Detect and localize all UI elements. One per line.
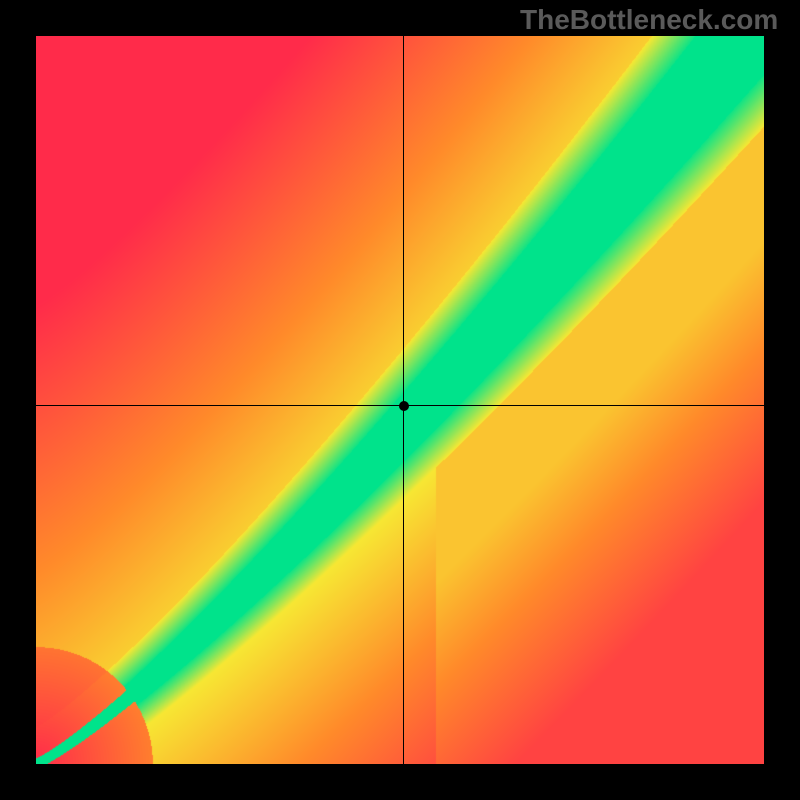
watermark-text: TheBottleneck.com [520,4,778,36]
bottleneck-heatmap [36,36,764,764]
crosshair-dot [399,401,409,411]
